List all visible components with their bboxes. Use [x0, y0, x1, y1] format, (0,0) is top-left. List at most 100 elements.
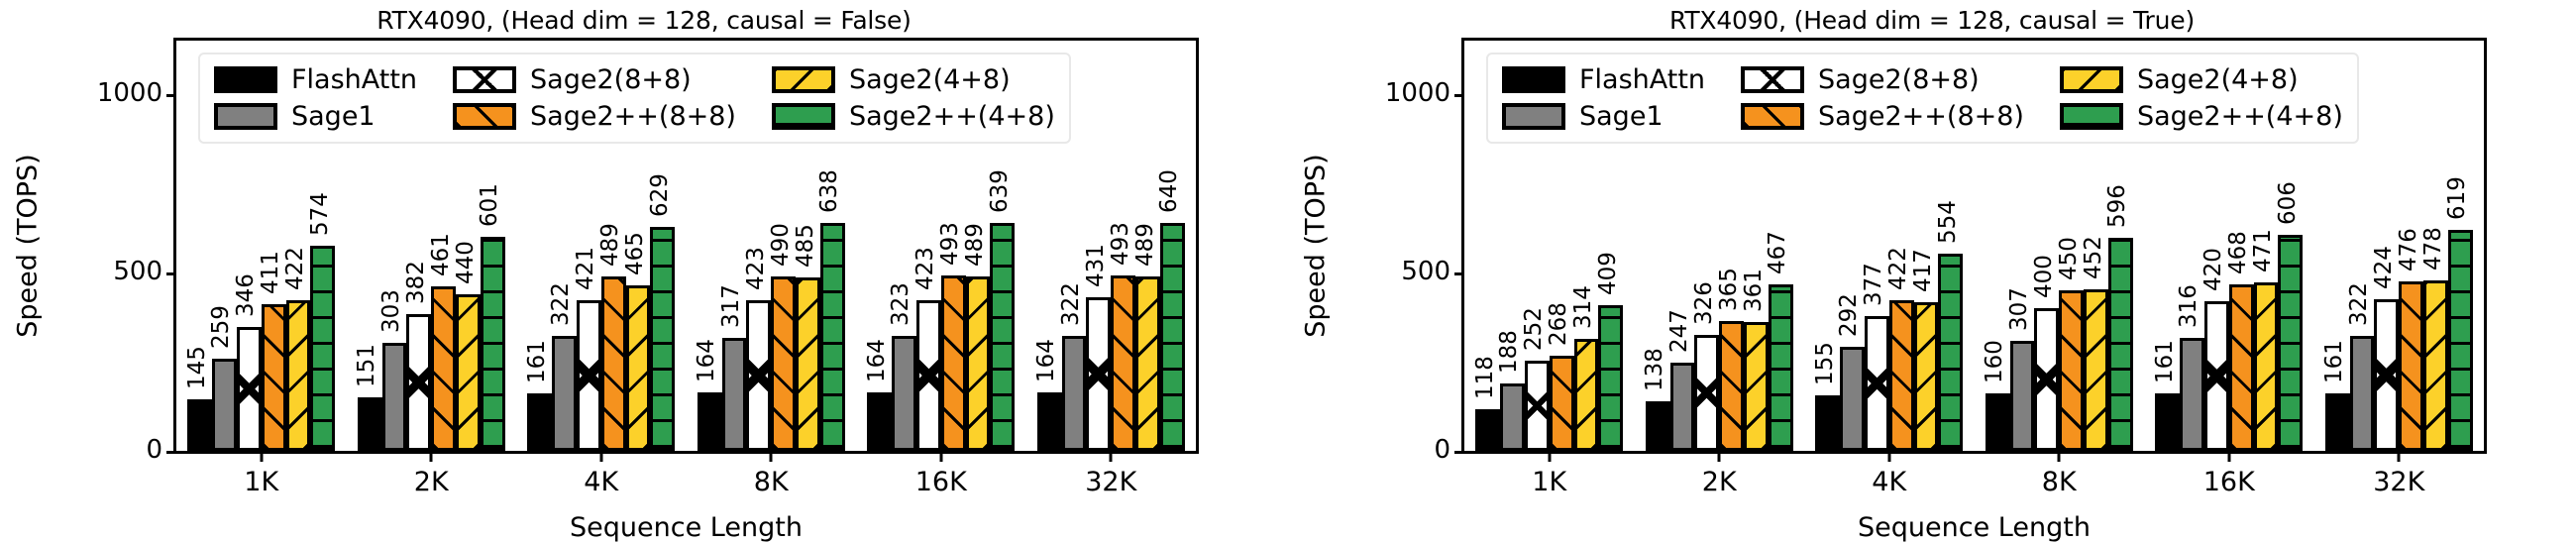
bar-left-2K-sage2-4-8- [456, 293, 481, 451]
bar-right-32K-sage2-4-8- [2423, 279, 2448, 451]
bar-value-label: 619 [2444, 176, 2471, 221]
bar-value-label: 346 [233, 273, 260, 318]
bar-right-16K-sage2-4-8- [2253, 282, 2279, 451]
x-tick-label: 32K [2373, 467, 2425, 497]
bar-right-2K-sage2-8-8- [1719, 320, 1745, 451]
bar-value-label: 554 [1934, 199, 1961, 244]
bar-right-2K-sage2-8-8- [1694, 334, 1720, 451]
bar-right-8K-flashattn [1985, 393, 2010, 451]
bar-left-8K-sage2-8-8- [746, 299, 772, 451]
bar-right-8K-sage2-4-8- [2084, 289, 2108, 451]
bar-value-label: 421 [573, 247, 599, 291]
bar-right-2K-sage1 [1669, 363, 1695, 451]
bar-right-16K-sage2-4-8- [2278, 234, 2304, 451]
bar-value-label: 316 [2176, 284, 2202, 329]
bar-left-4K-sage2-8-8- [600, 275, 626, 451]
legend-label: Sage2(4+8) [2136, 64, 2299, 95]
axes-left: Speed (TOPS) 0 500 1000 1K 145 259 346 411 422 57… [13, 38, 1199, 543]
legend-item-sage2-4-8-[interactable]: Sage2++(4+8) [771, 101, 1055, 132]
legend-item-flashattn[interactable]: FlashAttn [214, 64, 417, 95]
legend-swatch-icon [2059, 103, 2123, 130]
x-tick-label: 4K [1872, 467, 1907, 497]
legend-left: FlashAttn Sage2(8+8) Sage2(4+8) Sage1 Sage2+… [198, 53, 1071, 144]
bar-left-4K-sage2-4-8- [650, 226, 676, 451]
legend-item-sage1[interactable]: Sage1 [1502, 101, 1705, 132]
x-tick-mark [1887, 451, 1891, 462]
bar-left-4K-sage2-8-8- [576, 300, 601, 451]
bar-right-2K-sage2-4-8- [1768, 283, 1793, 451]
chart-title-left: RTX4090, (Head dim = 128, causal = False… [376, 6, 912, 35]
legend-item-sage2-8-8-[interactable]: Sage2++(8+8) [1741, 101, 2024, 132]
bar-value-label: 161 [523, 340, 550, 384]
bar-value-label: 606 [2274, 180, 2301, 225]
bar-value-label: 489 [962, 223, 989, 267]
legend-item-sage1[interactable]: Sage1 [214, 101, 417, 132]
bar-right-8K-sage2-8-8- [2059, 290, 2085, 451]
legend-item-sage2-4-8-[interactable]: Sage2(4+8) [2059, 64, 2343, 95]
bar-value-label: 164 [1033, 339, 1060, 382]
x-tick-label: 8K [2041, 467, 2077, 497]
bar-value-label: 423 [912, 246, 939, 290]
bar-value-label: 424 [2370, 246, 2397, 290]
bar-right-16K-sage1 [2180, 338, 2204, 451]
x-tick-label: 1K [1532, 467, 1567, 497]
bar-left-8K-flashattn [697, 391, 722, 451]
y-tick-mark [166, 272, 176, 275]
x-tick-mark [2057, 451, 2061, 462]
bar-left-1K-sage1 [212, 358, 237, 451]
bar-left-2K-sage2-8-8- [406, 314, 432, 451]
bar-right-32K-sage2-4-8- [2447, 230, 2473, 451]
bar-right-8K-sage2-8-8- [2034, 308, 2060, 451]
bar-value-label: 138 [1642, 348, 1668, 392]
y-tick-mark [1454, 94, 1464, 97]
legend-right: FlashAttn Sage2(8+8) Sage2(4+8) Sage1 Sage2+… [1486, 53, 2359, 144]
bar-value-label: 247 [1665, 309, 1692, 354]
legend-label: Sage2++(4+8) [848, 101, 1055, 132]
bar-right-32K-sage1 [2349, 336, 2375, 451]
bar-value-label: 489 [1131, 223, 1158, 267]
bar-value-label: 314 [1570, 285, 1597, 329]
bar-value-label: 151 [354, 343, 380, 387]
x-tick-label: 32K [1085, 467, 1137, 497]
bar-left-1K-sage2-4-8- [285, 300, 311, 451]
bar-value-label: 326 [1690, 280, 1717, 325]
bar-right-4K-sage2-4-8- [1938, 253, 1964, 451]
bar-value-label: 118 [1471, 355, 1498, 399]
bar-left-32K-sage2-4-8- [1135, 275, 1160, 451]
legend-swatch-icon [1741, 66, 1805, 93]
bar-value-label: 420 [2200, 247, 2227, 291]
bar-right-1K-sage2-4-8- [1598, 304, 1624, 451]
legend-item-sage2-8-8-[interactable]: Sage2++(8+8) [453, 101, 736, 132]
bar-value-label: 400 [2030, 255, 2057, 298]
bar-value-label: 461 [427, 233, 454, 277]
plot-area-right: 0 500 1000 1K 118 188 252 268 314 409 2K 138 247 326 3… [1385, 41, 2484, 497]
x-tick-mark [260, 451, 264, 462]
legend-label: FlashAttn [291, 64, 418, 95]
bar-value-label: 365 [1715, 267, 1742, 311]
bar-left-16K-flashattn [867, 391, 892, 451]
legend-item-sage2-8-8-[interactable]: Sage2(8+8) [1741, 64, 2024, 95]
bar-value-label: 440 [452, 240, 479, 284]
legend-swatch-icon [771, 66, 835, 93]
bar-right-2K-flashattn [1645, 401, 1670, 451]
legend-item-sage2-8-8-[interactable]: Sage2(8+8) [453, 64, 736, 95]
x-tick-label: 2K [1701, 467, 1737, 497]
x-tick-mark [2227, 451, 2231, 462]
bar-right-4K-sage2-8-8- [1864, 316, 1889, 451]
bar-left-1K-sage2-8-8- [261, 304, 286, 451]
bar-right-4K-sage2-8-8- [1888, 300, 1914, 451]
legend-item-sage2-4-8-[interactable]: Sage2(4+8) [771, 64, 1055, 95]
legend-item-flashattn[interactable]: FlashAttn [1502, 64, 1705, 95]
bar-left-16K-sage2-8-8- [940, 274, 966, 451]
y-tick-mark [166, 94, 176, 97]
y-tick-mark [166, 451, 176, 454]
legend-item-sage2-4-8-[interactable]: Sage2++(4+8) [2059, 101, 2343, 132]
x-tick-label: 16K [914, 467, 967, 497]
y-tick-mark [1454, 272, 1464, 275]
bar-right-16K-sage2-8-8- [2228, 283, 2254, 451]
bar-left-32K-sage2-8-8- [1086, 296, 1112, 451]
bar-value-label: 145 [183, 345, 210, 389]
bar-left-8K-sage2-4-8- [796, 277, 820, 451]
y-tick-mark [1454, 451, 1464, 454]
legend-label: Sage2(8+8) [1818, 64, 1980, 95]
